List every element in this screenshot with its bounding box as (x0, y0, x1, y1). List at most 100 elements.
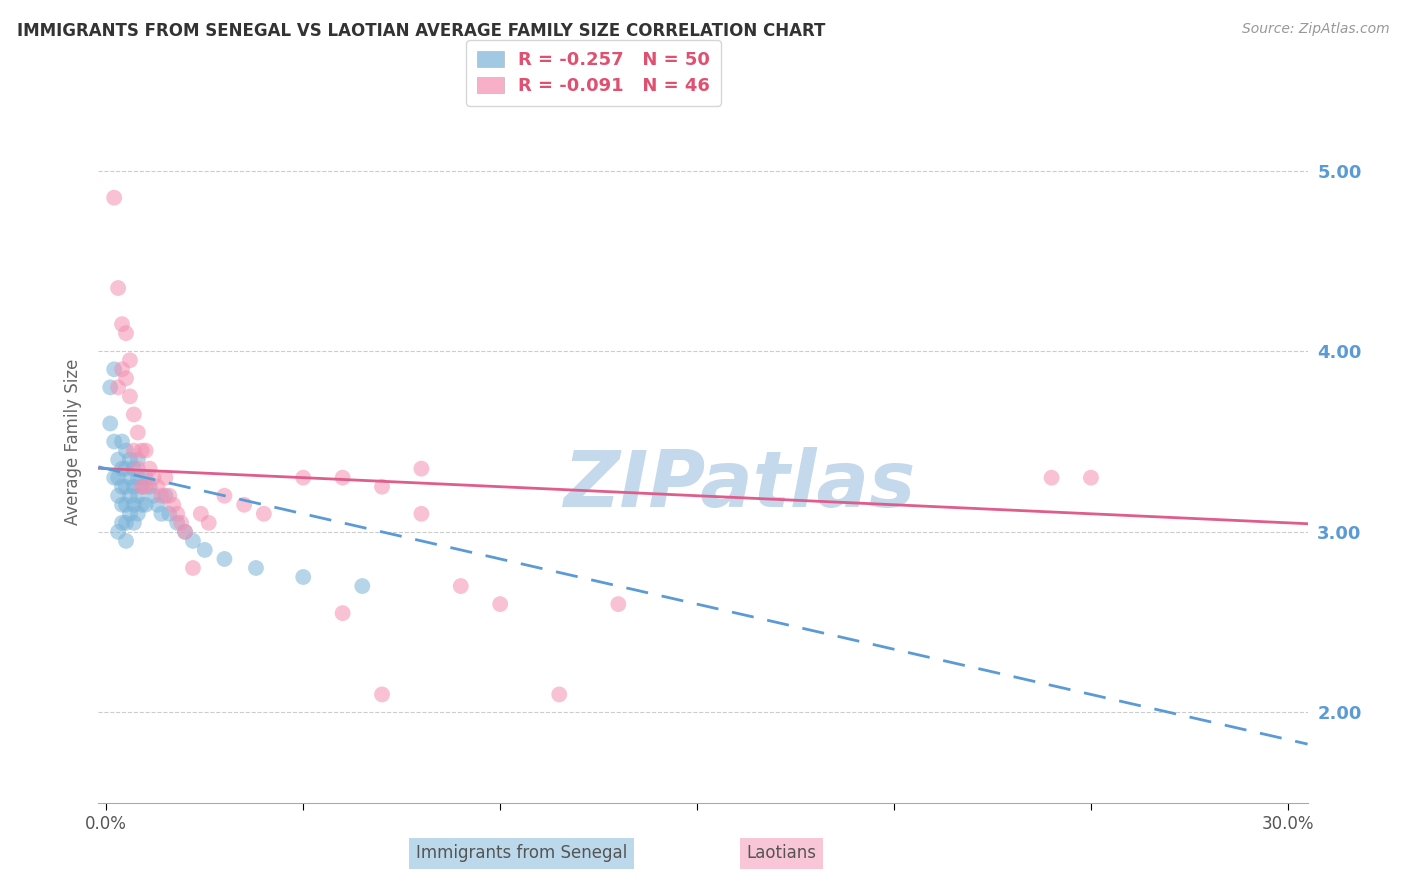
Point (1080, 471, 1102, 485)
Point (111, 362, 134, 376)
Point (155, 489, 177, 503)
Point (107, 380, 129, 394)
Point (138, 480, 160, 494)
Point (122, 516, 145, 530)
Point (170, 516, 193, 530)
Point (131, 498, 153, 512)
Point (332, 471, 354, 485)
Point (115, 461, 138, 475)
Point (292, 471, 315, 485)
Point (142, 489, 165, 503)
Point (127, 452, 149, 467)
Point (122, 443, 145, 458)
Point (118, 489, 141, 503)
Point (332, 606, 354, 620)
Point (155, 471, 177, 485)
Point (118, 389, 141, 403)
Point (127, 507, 149, 521)
Point (135, 480, 157, 494)
Point (127, 489, 149, 503)
Point (166, 516, 188, 530)
Point (111, 480, 134, 494)
Point (118, 471, 141, 485)
Text: IMMIGRANTS FROM SENEGAL VS LAOTIAN AVERAGE FAMILY SIZE CORRELATION CHART: IMMIGRANTS FROM SENEGAL VS LAOTIAN AVERA… (17, 22, 825, 40)
Text: Immigrants from Senegal: Immigrants from Senegal (416, 845, 627, 863)
Point (103, 471, 125, 485)
Point (127, 425, 149, 440)
Point (233, 498, 256, 512)
Point (122, 461, 145, 475)
Legend: R = -0.257   N = 50, R = -0.091   N = 46: R = -0.257 N = 50, R = -0.091 N = 46 (465, 40, 721, 105)
Point (181, 533, 204, 548)
Point (157, 489, 180, 503)
Point (115, 480, 138, 494)
Point (111, 317, 134, 331)
Point (115, 326, 138, 341)
Text: Source: ZipAtlas.com: Source: ZipAtlas.com (1241, 22, 1389, 37)
Point (197, 516, 219, 530)
Text: Laotians: Laotians (747, 845, 817, 863)
Point (142, 471, 165, 485)
Point (411, 461, 433, 475)
Point (450, 579, 472, 593)
Point (127, 461, 149, 475)
Point (292, 570, 315, 584)
Point (103, 191, 125, 205)
Point (131, 443, 153, 458)
Point (118, 353, 141, 368)
Point (194, 542, 217, 557)
Point (411, 507, 433, 521)
Point (181, 561, 204, 575)
Point (146, 480, 169, 494)
Point (131, 480, 153, 494)
Point (166, 507, 188, 521)
Point (107, 452, 129, 467)
Point (214, 552, 236, 566)
Point (1040, 471, 1063, 485)
Point (150, 507, 173, 521)
Point (103, 434, 125, 449)
Point (157, 507, 180, 521)
Point (122, 480, 145, 494)
Point (111, 434, 134, 449)
Point (146, 498, 169, 512)
Point (107, 471, 129, 485)
Point (127, 471, 149, 485)
Point (111, 498, 134, 512)
Point (138, 461, 160, 475)
Point (135, 443, 157, 458)
Point (131, 480, 153, 494)
Point (111, 461, 134, 475)
Point (245, 561, 267, 575)
Point (115, 371, 138, 385)
Point (103, 362, 125, 376)
Point (135, 498, 157, 512)
Point (107, 489, 129, 503)
Point (98, 417, 121, 431)
Point (118, 507, 141, 521)
Point (135, 471, 157, 485)
Point (214, 489, 236, 503)
Point (371, 687, 394, 701)
Point (190, 507, 212, 521)
Point (253, 507, 276, 521)
Point (115, 498, 138, 512)
Point (111, 516, 134, 530)
Point (150, 489, 173, 503)
Y-axis label: Average Family Size: Average Family Size (63, 359, 82, 524)
Point (115, 516, 138, 530)
Point (174, 524, 197, 539)
Point (115, 533, 138, 548)
Point (162, 498, 184, 512)
Point (174, 524, 197, 539)
Point (122, 498, 145, 512)
Point (115, 443, 138, 458)
Point (548, 687, 571, 701)
Point (122, 408, 145, 422)
Point (118, 452, 141, 467)
Point (107, 524, 129, 539)
Point (352, 579, 374, 593)
Point (607, 597, 630, 611)
Text: ZIPatlas: ZIPatlas (564, 447, 915, 523)
Point (98, 380, 121, 394)
